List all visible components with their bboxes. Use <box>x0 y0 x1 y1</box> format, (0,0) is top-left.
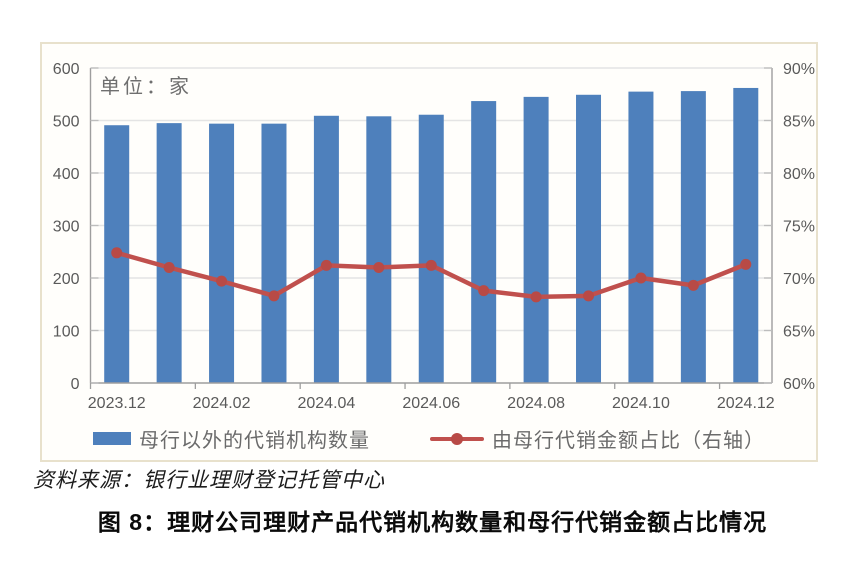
x-axis-tick-label: 2023.12 <box>88 395 146 412</box>
x-axis-tick-label: 2024.02 <box>193 395 251 412</box>
bar <box>733 87 759 383</box>
line-point-marker <box>216 275 228 287</box>
right-axis-tick-label: 90% <box>783 61 815 78</box>
x-axis-tick-label: 2024.06 <box>402 395 460 412</box>
bar <box>576 94 602 384</box>
bar <box>628 91 654 383</box>
left-axis-tick-label: 500 <box>53 114 80 131</box>
line-point-marker <box>425 259 437 271</box>
left-axis-tick-label: 0 <box>71 376 80 393</box>
line-swatch-dot <box>451 432 463 445</box>
line-point-marker <box>635 272 647 284</box>
line-point-marker <box>687 279 699 291</box>
left-axis-tick-label: 200 <box>53 271 80 288</box>
left-axis-tick-label: 400 <box>53 166 80 183</box>
bar <box>156 123 182 383</box>
line-point-marker <box>268 290 280 302</box>
right-axis-tick-label: 65% <box>783 324 815 341</box>
bar <box>680 91 706 383</box>
bar <box>261 123 287 384</box>
chart-frame: 0 100 200 300 400 500 600 60% 65% 70% 75% 80% 85% 90%… <box>40 42 818 462</box>
line-point-marker <box>320 259 332 271</box>
right-axis-tick-label: 85% <box>783 114 815 131</box>
legend-bar-label: 母行以外的代销机构数量 <box>139 430 370 452</box>
left-axis-tick-label: 300 <box>53 219 80 236</box>
x-axis-tick-label: 2024.10 <box>612 395 670 412</box>
combo-chart: 0 100 200 300 400 500 600 60% 65% 70% 75% 80% 85% 90%… <box>53 61 815 412</box>
bar <box>209 123 235 384</box>
source-note: 资料来源：银行业理财登记托管中心 <box>33 468 385 492</box>
figure-caption: 图 8：理财公司理财产品代销机构数量和母行代销金额占比情况 <box>97 509 768 535</box>
line-series-swatch-icon <box>430 432 484 445</box>
right-axis-tick-label: 60% <box>783 376 815 393</box>
bar-series-swatch-icon <box>93 432 131 445</box>
right-axis-tick-label: 70% <box>783 271 815 288</box>
x-axis-tick-label: 2024.08 <box>507 395 565 412</box>
line-point-marker <box>478 285 490 297</box>
line-point-marker <box>530 291 542 303</box>
line-point-marker <box>163 262 175 273</box>
left-axis-tick-label: 100 <box>53 324 80 341</box>
chart-legend: 母行以外的代销机构数量 由母行代销金额占比（右轴） <box>42 424 816 453</box>
line-point-marker <box>111 247 123 259</box>
x-axis-tick-label: 2024.12 <box>717 395 775 412</box>
bar <box>418 114 444 383</box>
bar <box>366 116 392 384</box>
right-axis-tick-label: 80% <box>783 166 815 183</box>
line-point-marker <box>740 258 752 270</box>
right-axis-tick-label: 75% <box>783 219 815 236</box>
line-point-marker <box>583 290 595 302</box>
bar <box>471 101 497 383</box>
x-axis-tick-label: 2024.04 <box>297 395 355 412</box>
bar <box>523 96 549 383</box>
line-point-marker <box>373 262 385 273</box>
legend-item-bar-series: 母行以外的代销机构数量 <box>93 424 370 453</box>
legend-line-label: 由母行代销金额占比（右轴） <box>492 430 765 452</box>
left-axis-tick-label: 600 <box>53 61 80 78</box>
legend-item-line-series: 由母行代销金额占比（右轴） <box>430 424 765 453</box>
bar <box>313 115 339 384</box>
unit-label: 单位：家 <box>100 76 192 98</box>
